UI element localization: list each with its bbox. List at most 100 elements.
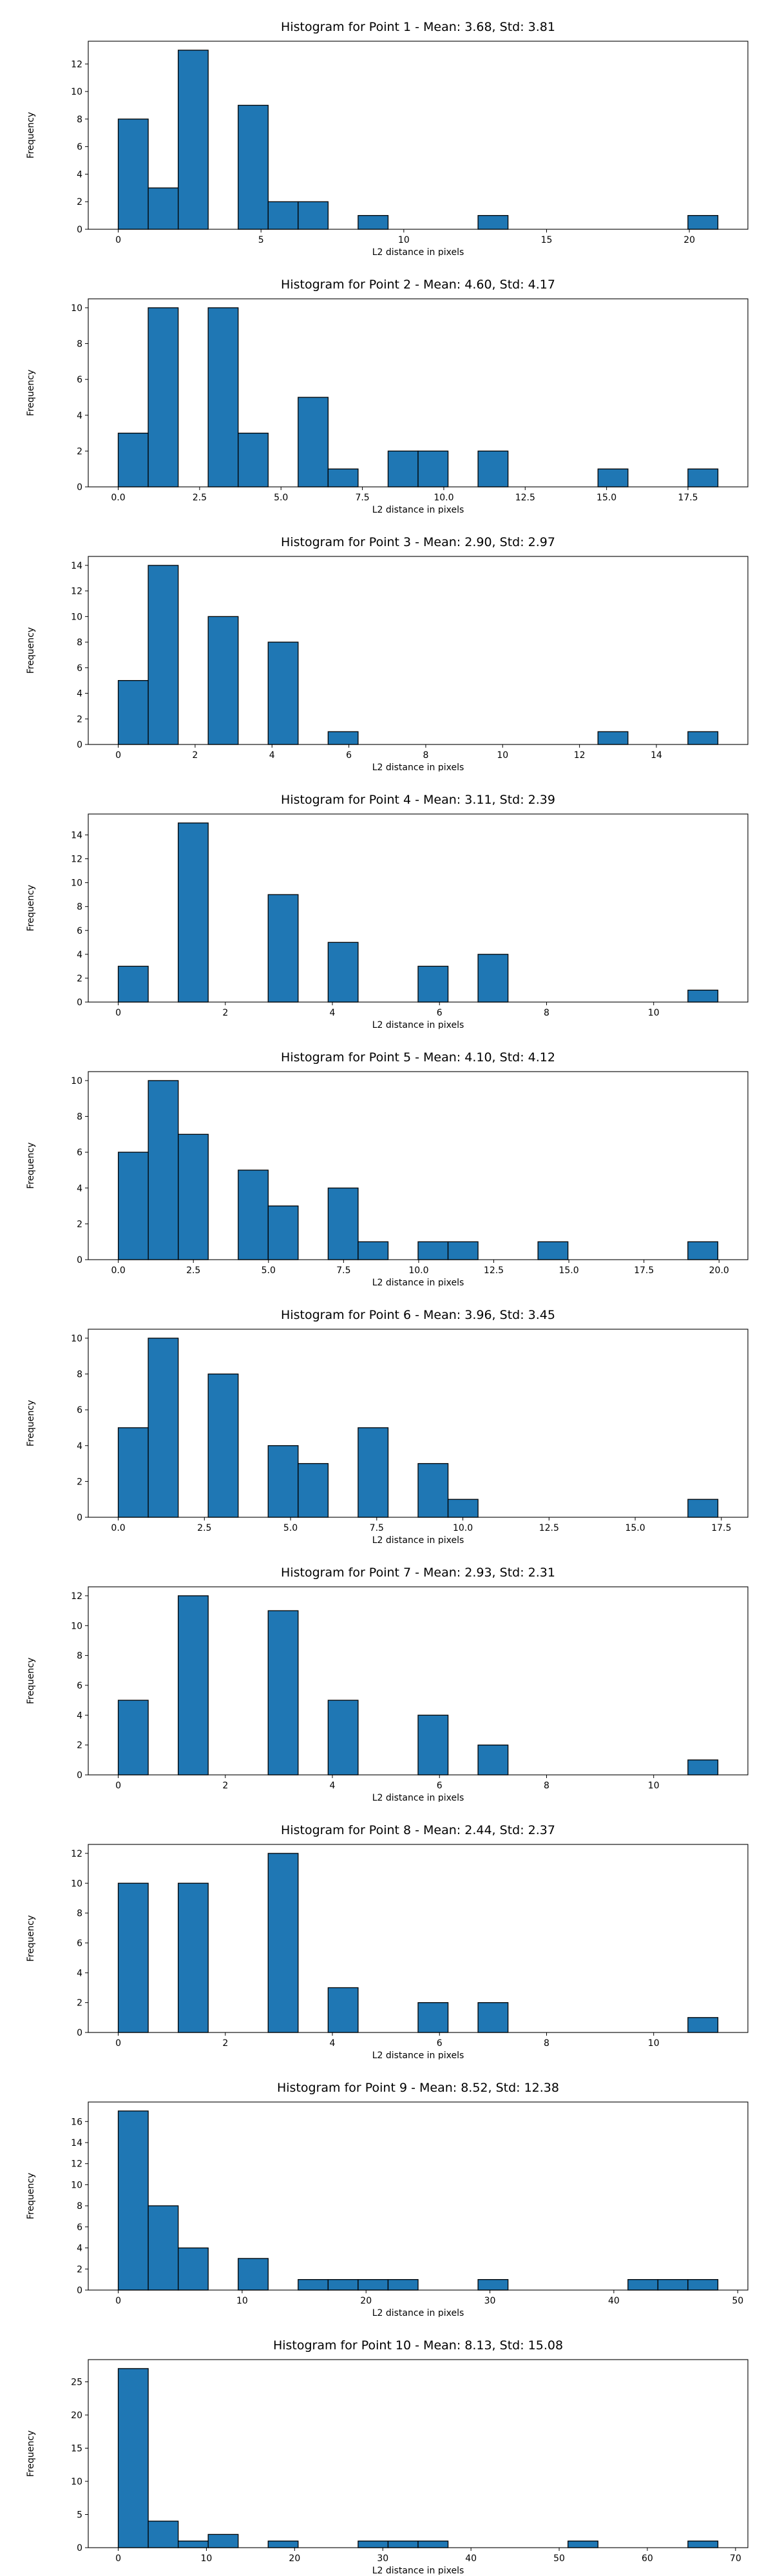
x-tick-label: 0 bbox=[115, 2553, 121, 2564]
x-axis-label: L2 distance in pixels bbox=[372, 2308, 464, 2317]
histogram-bar bbox=[298, 2278, 329, 2291]
chart-title: Histogram for Point 6 - Mean: 3.96, Std:… bbox=[281, 1308, 555, 1322]
histogram-bar bbox=[148, 565, 179, 745]
x-tick-label: 0 bbox=[115, 235, 121, 245]
x-tick-label: 2 bbox=[222, 1008, 228, 1018]
y-axis-label: Frequency bbox=[26, 1658, 36, 1704]
y-tick-label: 12 bbox=[71, 1591, 82, 1602]
histogram-bar bbox=[358, 2278, 389, 2291]
x-tick-label: 15 bbox=[541, 235, 553, 245]
y-tick-label: 0 bbox=[77, 2028, 82, 2038]
y-tick-label: 15 bbox=[71, 2444, 82, 2454]
y-tick-label: 10 bbox=[71, 1879, 82, 1889]
y-tick-label: 10 bbox=[71, 878, 82, 889]
x-tick-label: 15.0 bbox=[558, 1265, 578, 1276]
y-tick-label: 6 bbox=[77, 1405, 82, 1416]
histogram-bar bbox=[687, 1241, 719, 1260]
y-tick-label: 2 bbox=[77, 974, 82, 984]
histogram-bar bbox=[387, 2278, 419, 2291]
x-tick-label: 17.5 bbox=[634, 1265, 654, 1276]
y-tick-label: 6 bbox=[77, 926, 82, 936]
x-tick-label: 20 bbox=[683, 235, 695, 245]
y-tick-label: 10 bbox=[71, 1334, 82, 1344]
x-tick-label: 0.0 bbox=[111, 1523, 125, 1533]
histogram-bar bbox=[387, 450, 419, 488]
histogram-bar bbox=[117, 965, 149, 1003]
x-tick-label: 0 bbox=[115, 2296, 121, 2306]
x-tick-label: 20.0 bbox=[709, 1265, 729, 1276]
y-axis-label: Frequency bbox=[26, 112, 36, 158]
y-tick-label: 10 bbox=[71, 2477, 82, 2487]
y-tick-label: 16 bbox=[71, 2117, 82, 2127]
histogram-chart-6: Histogram for Point 6 - Mean: 3.96, Std:… bbox=[26, 1308, 749, 1544]
x-tick-label: 50 bbox=[553, 2553, 565, 2564]
x-tick-label: 2.5 bbox=[186, 1265, 200, 1276]
axes-frame bbox=[88, 1329, 749, 1518]
x-tick-label: 5.0 bbox=[283, 1523, 298, 1533]
y-axis-label: Frequency bbox=[26, 1142, 36, 1189]
y-tick-label: 8 bbox=[77, 115, 82, 125]
y-tick-label: 2 bbox=[77, 1998, 82, 2009]
y-tick-label: 8 bbox=[77, 902, 82, 913]
histogram-bar bbox=[177, 50, 209, 230]
x-tick-label: 20 bbox=[360, 2296, 372, 2306]
x-tick-label: 10 bbox=[398, 235, 410, 245]
histogram-bars bbox=[117, 50, 719, 230]
histogram-bar bbox=[207, 2533, 239, 2548]
y-tick-label: 10 bbox=[71, 1076, 82, 1086]
histogram-bar bbox=[447, 1241, 479, 1260]
y-axis-label: Frequency bbox=[26, 1400, 36, 1446]
x-tick-label: 10.0 bbox=[408, 1265, 428, 1276]
y-tick-label: 25 bbox=[71, 2378, 82, 2388]
x-tick-label: 8 bbox=[423, 750, 428, 761]
histogram-chart-7: Histogram for Point 7 - Mean: 2.93, Std:… bbox=[26, 1566, 749, 1802]
histogram-bar bbox=[327, 942, 359, 1003]
histogram-bar bbox=[358, 214, 389, 230]
histogram-bar bbox=[327, 1987, 359, 2033]
histogram-bars bbox=[117, 1338, 719, 1518]
histogram-bar bbox=[148, 187, 179, 230]
y-tick-label: 6 bbox=[77, 2222, 82, 2233]
histogram-bar bbox=[687, 214, 719, 230]
axes-frame bbox=[88, 298, 749, 488]
x-tick-label: 20 bbox=[289, 2553, 300, 2564]
histogram-bar bbox=[327, 731, 359, 745]
histogram-bar bbox=[657, 2278, 689, 2291]
y-tick-label: 4 bbox=[77, 411, 82, 421]
x-tick-label: 6 bbox=[437, 2038, 443, 2049]
histogram-bar bbox=[148, 1080, 179, 1260]
y-axis-label: Frequency bbox=[26, 2173, 36, 2219]
y-tick-label: 6 bbox=[77, 1148, 82, 1158]
x-tick-label: 10 bbox=[648, 1781, 660, 1791]
histogram-bar bbox=[117, 1700, 149, 1776]
y-tick-label: 8 bbox=[77, 1909, 82, 1919]
histogram-bar bbox=[238, 432, 269, 488]
axes-frame bbox=[88, 1586, 749, 1776]
histogram-bar bbox=[387, 2541, 419, 2548]
histogram-chart-5: Histogram for Point 5 - Mean: 4.10, Std:… bbox=[26, 1050, 749, 1287]
histogram-bar bbox=[267, 2541, 299, 2548]
x-tick-label: 2.5 bbox=[193, 493, 207, 503]
x-tick-label: 0 bbox=[115, 1781, 121, 1791]
y-tick-label: 2 bbox=[77, 1219, 82, 1229]
chart-title: Histogram for Point 10 - Mean: 8.13, Std… bbox=[273, 2338, 563, 2353]
histogram-bar bbox=[477, 1745, 509, 1776]
y-tick-label: 8 bbox=[77, 638, 82, 648]
chart-title: Histogram for Point 7 - Mean: 2.93, Std:… bbox=[281, 1566, 555, 1580]
axes-frame bbox=[88, 556, 749, 745]
histogram-bars bbox=[117, 1853, 719, 2033]
y-tick-label: 10 bbox=[71, 2180, 82, 2190]
histogram-bars bbox=[117, 1595, 719, 1776]
y-tick-label: 4 bbox=[77, 1441, 82, 1452]
x-tick-label: 2 bbox=[192, 750, 198, 761]
histogram-bar bbox=[477, 2002, 509, 2033]
y-tick-label: 14 bbox=[71, 2138, 82, 2148]
y-tick-label: 2 bbox=[77, 714, 82, 724]
histogram-bars bbox=[117, 2110, 719, 2291]
x-tick-label: 7.5 bbox=[355, 493, 369, 503]
histogram-bar bbox=[177, 2541, 209, 2548]
histogram-bar bbox=[358, 1241, 389, 1260]
x-axis-label: L2 distance in pixels bbox=[372, 2566, 464, 2575]
y-tick-label: 6 bbox=[77, 1938, 82, 1949]
y-tick-label: 0 bbox=[77, 2543, 82, 2553]
